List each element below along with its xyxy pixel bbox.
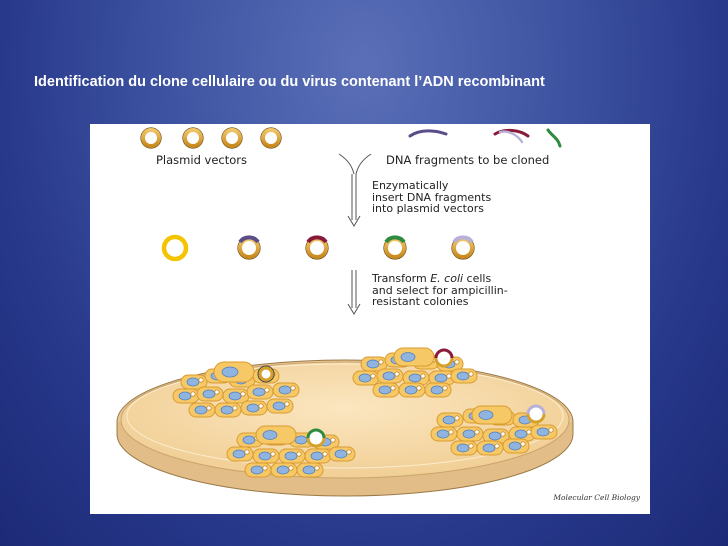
colony-right — [430, 404, 558, 456]
colony-left — [172, 361, 300, 418]
figure-credit: Molecular Cell Biology — [553, 493, 640, 502]
cloning-figure: Plasmid vectors DNA fragments to be clon… — [90, 124, 650, 514]
step-insert-line2: insert DNA fragments — [372, 190, 492, 204]
step-insert-text: Enzymatically insert DNA fragments into … — [372, 180, 491, 215]
step-transform-line2: and select for ampicillin- — [372, 283, 508, 297]
plasmid-vector-row — [140, 127, 282, 149]
step-insert-line1: Enzymatically — [372, 179, 449, 192]
dna-fragments-label: DNA fragments to be cloned — [386, 153, 550, 167]
step-transform-line3: resistant colonies — [372, 295, 469, 308]
step-transform-line1a: Transform — [372, 272, 431, 285]
dna-fragments — [408, 128, 562, 148]
step-transform-text: Transform E. coli cells and select for a… — [372, 273, 508, 308]
slide-title: Identification du clone cellulaire ou du… — [34, 74, 545, 90]
step-transform-line1: Transform E. coli cells — [372, 273, 508, 285]
figure-graphics — [116, 127, 574, 497]
plasmid-vectors-label: Plasmid vectors — [156, 153, 247, 167]
step-insert-line3: into plasmid vectors — [372, 202, 484, 215]
ecoli-italic: E. coli — [430, 272, 464, 285]
step-transform-line1b: cells — [463, 272, 492, 285]
insert-arrow — [338, 153, 372, 227]
colony-top-right — [352, 347, 478, 398]
transform-arrow — [347, 270, 361, 315]
recombinant-plasmid-row — [161, 234, 475, 262]
colony-bottom-center — [226, 425, 356, 478]
